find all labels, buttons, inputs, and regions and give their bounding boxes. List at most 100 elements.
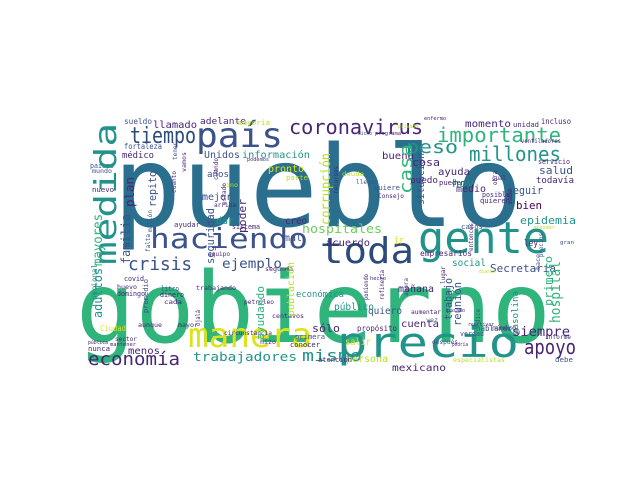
word-trabajo: trabajo [442, 278, 455, 320]
word-nacional: nacional [90, 264, 99, 300]
word-corrupcion: corrupción [319, 153, 334, 225]
word-peso: peso [406, 137, 458, 158]
word-mal: mal [284, 233, 302, 244]
word-parte: parte [286, 174, 308, 182]
word-ir: ir [394, 234, 404, 247]
word-hospitales: hospitales [302, 222, 382, 236]
word-ayudando: ayudando [254, 286, 267, 340]
word-refineria: refinería [379, 270, 386, 300]
word-cosa: cosa [412, 156, 440, 169]
word-estado: estado [221, 183, 228, 205]
word-poniendo: poniendo [363, 274, 370, 300]
word-cada: cada [164, 299, 182, 306]
word-nunca: nunca [88, 345, 110, 353]
word-despues: después [432, 339, 458, 346]
word-dice: dice [475, 309, 482, 323]
word-medio: medio [456, 184, 486, 195]
word-economia: economía [88, 349, 180, 370]
word-crisis: crisis [128, 254, 192, 275]
word-pueden: pueden [439, 179, 465, 187]
word-ventiladores: ventiladores [521, 138, 561, 145]
word-reunion: reunión [451, 282, 464, 326]
word-haciendo: haciendo [150, 222, 308, 255]
word-primera: primera [295, 333, 325, 341]
word-quieren: quieren [480, 197, 510, 205]
word-dar: dar [216, 216, 234, 227]
word-trabajadores: trabajadores [193, 350, 297, 364]
word-ojala: ojalá [195, 310, 202, 326]
word-apoyo: apoyo [524, 335, 576, 359]
word-ejemplo: ejemplo [222, 257, 282, 272]
word-paises: países [90, 162, 114, 170]
word-vez: vez [426, 317, 438, 324]
word-fortaleza: fortaleza [124, 142, 162, 151]
word-verdad: verdad [460, 330, 484, 338]
word-pais: país [196, 116, 283, 156]
word-enfermo: enfermo [424, 116, 446, 122]
word-mexicano: mexicano [392, 363, 446, 374]
word-cuanto: cuanto [171, 171, 178, 193]
word-proposito: propósito [357, 323, 397, 333]
word-todavia: todavía [536, 176, 574, 186]
word-hablando: hablando [476, 324, 512, 333]
word-momento: momento [465, 119, 511, 130]
word-salud: salud [539, 164, 573, 177]
word-nuevo: nuevo [92, 186, 114, 194]
word-promedio: promedio [142, 279, 150, 313]
word-informe: informe [545, 334, 571, 341]
word-poder: poder [236, 199, 249, 233]
word-mundo: mundo [92, 168, 112, 175]
word-tiempo: tiempo [130, 124, 196, 149]
word-ayuda: ayuda [438, 167, 470, 178]
word-mayores: mayores [91, 214, 106, 266]
word-reactivar: reactivar [468, 322, 494, 328]
word-puedo: puedo [410, 176, 438, 186]
word-publico: público [334, 301, 374, 313]
word-buena: buena [382, 151, 414, 162]
word-programa: programa [375, 131, 401, 137]
word-circunstancia: circunstancia [224, 330, 272, 337]
word-dinero: dinero [160, 291, 184, 299]
word-primero: primero [542, 256, 555, 306]
word-pasado: pasado [447, 308, 465, 314]
word-falta: falta [145, 234, 152, 252]
word-poblacion: población [285, 262, 297, 316]
word-millon: millón [147, 210, 154, 232]
word-arriba: arriba [214, 202, 236, 209]
word-salir: salir [345, 337, 371, 348]
word-dicho: dicho [358, 131, 372, 137]
word-cuando: cuando [213, 158, 220, 180]
word-llamado: llamado [153, 120, 197, 131]
word-gobierno: gobierno [76, 252, 551, 366]
word-servicio: servicio [538, 158, 570, 166]
word-trabajando: trabajando [196, 285, 236, 292]
word-familia: familia [119, 214, 133, 264]
word-podria: podría [452, 341, 468, 348]
word-pronto: pronto [268, 164, 304, 175]
word-hace: hace [535, 254, 542, 270]
word-quiero: quiero [368, 306, 402, 317]
word-llegar: llegar [356, 179, 378, 186]
word-medida: medida [89, 123, 124, 265]
word-precios: precios [538, 233, 545, 257]
word-siempre: siempre [512, 325, 570, 340]
word-casos: casos [461, 223, 483, 231]
word-ayudar: ayudar [174, 221, 200, 229]
word-hecho: hecho [370, 276, 386, 282]
word-debe: debe [555, 356, 573, 364]
word-publica: pública [88, 339, 108, 346]
word-sector: sector [115, 336, 137, 343]
word-seguir: seguir [507, 184, 543, 197]
word-quiere: quiere [374, 184, 400, 192]
word-aunque: aunque [138, 322, 162, 329]
word-conocer: conocer [290, 341, 320, 349]
word-persona: persona [346, 354, 388, 365]
word-especialistas: especialistas [453, 357, 505, 364]
word-ley: ley [524, 239, 538, 249]
word-atencion: atención [318, 356, 352, 364]
word-deuda: deuda [342, 171, 364, 178]
word-repito: repito [146, 171, 159, 207]
word-acuerdo: acuerdo [326, 238, 370, 249]
word-manana: mañana [398, 284, 434, 295]
